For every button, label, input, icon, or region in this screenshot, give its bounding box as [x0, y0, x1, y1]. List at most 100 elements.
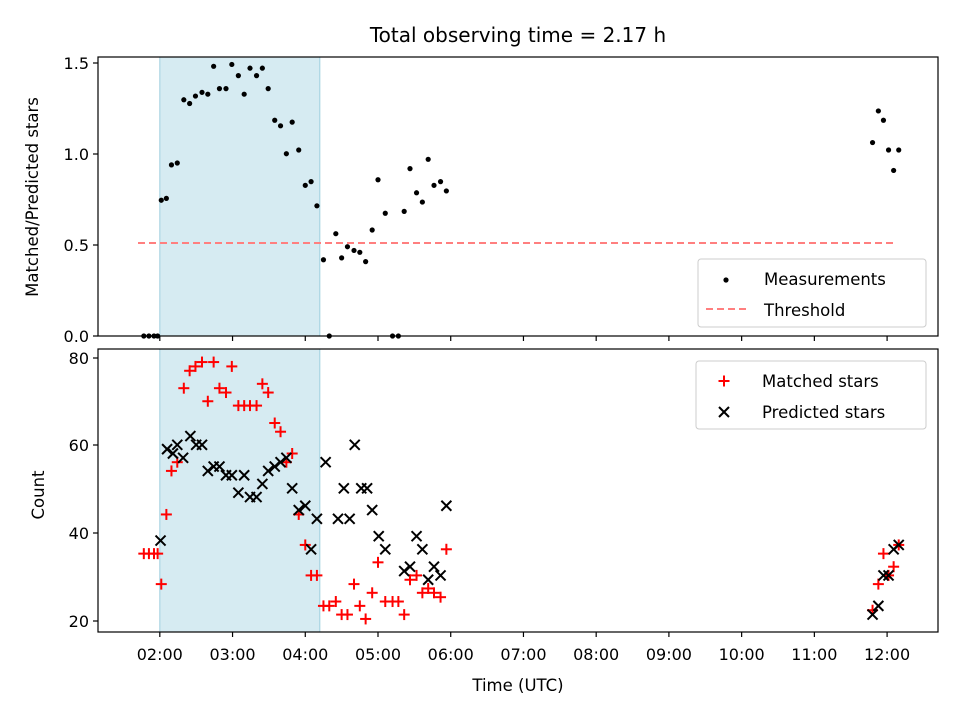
bottom-plot-area: 20 40 60 80 02:00 03:00 04:00 05:00 06:00 07:00 08…	[69, 348, 939, 664]
predicted-marker-b	[269, 460, 281, 473]
measurement-point	[339, 255, 345, 261]
measurement-point	[265, 86, 271, 92]
x-tick-label: 02:00	[137, 645, 183, 664]
x-axis-label: Time (UTC)	[471, 676, 563, 695]
predicted-marker-b	[299, 500, 311, 512]
predicted-marker-b	[877, 569, 890, 582]
measurement-point	[375, 177, 381, 183]
predicted-star-marker	[238, 469, 250, 481]
bottom-y-axis-label: Count	[29, 470, 48, 520]
predicted-star-marker	[373, 530, 385, 542]
matched-star-marker	[372, 556, 384, 568]
matched-star-marker	[311, 569, 323, 581]
predicted-star-marker	[311, 513, 323, 525]
top-plot-area: 0.0 0.5 1.0 1.5 Measurements Threshold	[64, 54, 939, 346]
predicted-marker-b	[286, 482, 298, 495]
measurement-point	[205, 91, 211, 97]
x-tick-label: 11:00	[791, 645, 837, 664]
axes-frame	[97, 56, 939, 337]
measurement-point	[241, 91, 247, 97]
predicted-star-marker	[154, 534, 167, 547]
predicted-marker-b	[398, 565, 410, 577]
predicted-star-marker	[286, 482, 298, 495]
measurement-point	[443, 188, 449, 194]
predicted-marker-b	[196, 439, 208, 451]
predicted-marker-b	[226, 469, 238, 481]
matched-star-marker	[422, 582, 434, 594]
predicted-marker-b	[213, 460, 226, 473]
predicted-marker-b	[349, 439, 361, 451]
predicted-star-marker	[404, 560, 416, 573]
predicted-star-marker	[226, 469, 238, 481]
measurement-point	[158, 197, 164, 203]
measurement-point	[425, 156, 431, 162]
legend-label: Predicted stars	[762, 403, 885, 422]
predicted-marker-b	[280, 452, 293, 464]
axes-frame	[97, 348, 939, 633]
predicted-star-marker	[877, 569, 890, 582]
matched-star-marker	[428, 587, 440, 599]
measurement-point	[344, 244, 351, 250]
predicted-star-marker	[305, 543, 317, 555]
predicted-marker-b	[262, 465, 274, 477]
measurement-point	[413, 190, 420, 196]
y-tick-label: 1.5	[64, 54, 89, 73]
predicted-star-marker	[161, 443, 173, 455]
measurement-point	[187, 100, 193, 107]
matched-star-marker	[220, 387, 232, 399]
measurement-point	[192, 93, 199, 99]
measurement-point	[229, 61, 235, 68]
predicted-marker-b	[202, 465, 214, 477]
predicted-marker-b	[332, 513, 344, 525]
matched-star-marker	[360, 613, 372, 625]
predicted-star-marker	[167, 447, 179, 460]
predicted-star-marker	[256, 478, 269, 490]
measurement-point	[296, 147, 302, 153]
predicted-star-marker	[184, 430, 197, 442]
y-tick-label: 40	[69, 524, 89, 543]
measurement-point	[407, 166, 413, 172]
legend-label: Measurements	[764, 270, 886, 289]
measurement-point	[302, 182, 308, 188]
matched-star-marker	[213, 382, 225, 394]
predicted-marker-b	[866, 608, 879, 621]
predicted-marker-b	[250, 491, 263, 503]
top-y-axis-label: Matched/Predicted stars	[23, 97, 42, 297]
predicted-marker-b	[410, 530, 423, 542]
predicted-star-marker	[293, 504, 305, 516]
matched-star-marker	[341, 609, 353, 621]
predicted-star-marker	[349, 439, 361, 451]
predicted-marker-b	[373, 530, 385, 542]
predicted-marker-b	[305, 543, 317, 555]
predicted-marker-b	[379, 543, 391, 555]
predicted-marker-b	[293, 504, 305, 516]
y-tick-label: 1.0	[64, 145, 89, 164]
predicted-star-marker	[332, 513, 344, 525]
y-tick-label: 20	[69, 612, 89, 631]
measurement-point	[235, 73, 241, 79]
matched-star-marker	[435, 591, 447, 603]
predicted-star-marker	[866, 608, 879, 621]
matched-star-marker	[354, 600, 366, 612]
x-tick-label: 03:00	[209, 645, 255, 664]
measurement-point	[199, 89, 205, 95]
measurement-point	[382, 210, 388, 216]
x-tick-label: 06:00	[428, 645, 474, 664]
legend-box	[697, 258, 927, 328]
predicted-star-marker	[416, 543, 429, 555]
measurement-point	[216, 86, 223, 92]
measurement-point	[272, 117, 278, 123]
predicted-star-marker	[177, 452, 189, 464]
predicted-star-marker	[428, 560, 440, 573]
predicted-marker-b	[893, 539, 905, 551]
measurement-point	[253, 73, 260, 79]
matched-star-marker	[160, 508, 172, 520]
legend-box	[695, 360, 927, 430]
measurement-point	[277, 123, 284, 129]
predicted-marker-b	[161, 443, 173, 455]
predicted-marker-b	[256, 478, 269, 490]
matched-star-marker	[208, 356, 220, 368]
predicted-marker-b	[440, 500, 453, 512]
predicted-star-marker	[269, 460, 281, 473]
